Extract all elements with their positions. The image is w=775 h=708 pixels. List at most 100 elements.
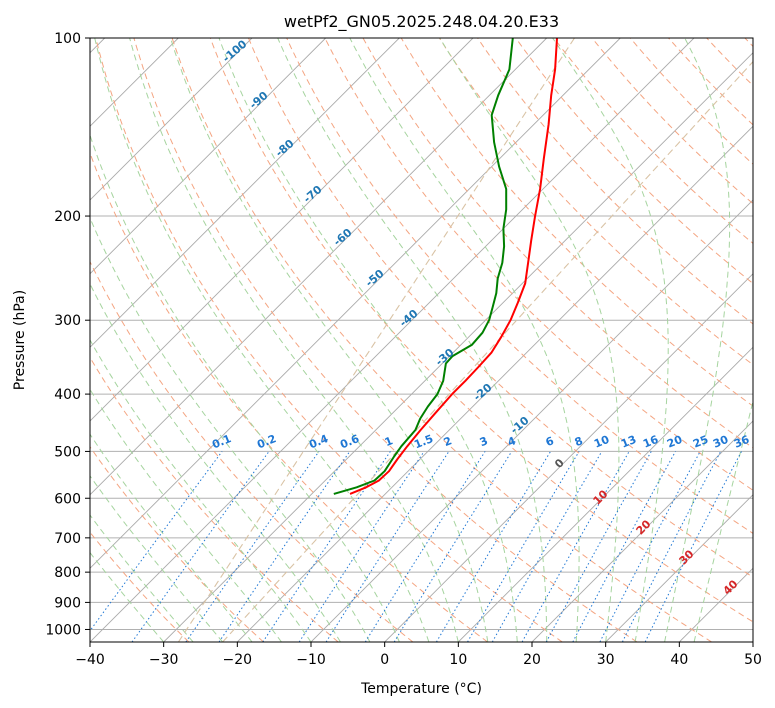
mixing-ratio-label: 10 (592, 433, 611, 451)
y-tick-label: 400 (54, 387, 81, 403)
x-tick-label: 0 (380, 652, 389, 668)
mixing-ratio-label: 6 (544, 434, 556, 449)
dry-adiabat-line (95, 38, 563, 642)
dry-adiabat-line (248, 38, 753, 578)
moist-adiabat-line (90, 133, 400, 642)
dry-adiabat-line (400, 38, 753, 407)
y-tick-label: 300 (54, 313, 81, 329)
y-tick-label: 600 (54, 491, 81, 507)
mixing-ratio-label: 1 (383, 434, 395, 449)
mixing-ratio-line (90, 451, 223, 632)
theta-e-label: -10 (508, 414, 532, 437)
surface-temp-label: 10 (591, 487, 611, 507)
mixing-ratio-label: 0.2 (255, 432, 278, 451)
mixing-ratio-line (298, 451, 425, 642)
x-axis-title: Temperature (°C) (360, 681, 482, 697)
dry-adiabat-line (171, 38, 712, 642)
dry-adiabat-line (90, 260, 414, 642)
dry-adiabat-line (553, 38, 753, 245)
isopleth-labels: -100 -90 -80-70 -60 -50 -40 -30 -20 -10 0.1 0.2 0.4… (210, 37, 751, 597)
moist-adiabat-line (90, 388, 282, 642)
mixing-ratio-line (262, 451, 391, 642)
mixing-ratio-line (467, 451, 580, 642)
theta-e-label: -60 (331, 226, 355, 249)
dry-adiabat-line (629, 38, 753, 165)
surface-temp-label: 0 (552, 456, 567, 471)
dry-adiabat-line (477, 38, 753, 325)
surface-temp-label: 30 (677, 547, 697, 567)
isotherm-line (605, 494, 753, 642)
moist-adiabat-line (693, 399, 753, 642)
surface-temp-label: 40 (721, 577, 741, 597)
dry-adiabat-line (706, 38, 753, 87)
moist-adiabat-line (218, 38, 518, 642)
series-layer (333, 38, 558, 495)
isotherm-line (384, 273, 753, 642)
mixing-ratio-label: 3 (478, 434, 490, 449)
mixing-ratio-label: 30 (711, 433, 730, 451)
saturation-curve-line (177, 38, 575, 642)
mixing-ratio-label: 8 (573, 434, 585, 449)
moist-adiabat-line (90, 433, 253, 642)
moist-adiabat-line (90, 475, 223, 642)
mixing-ratio-label: 13 (619, 433, 638, 451)
x-tick-label: 30 (597, 652, 615, 668)
mixing-ratio-line (218, 451, 351, 642)
moist-adiabat-line (664, 38, 731, 642)
dry-adiabat-line (133, 38, 638, 642)
chart-title: wetPf2_GN05.2025.248.04.20.E33 (284, 12, 559, 32)
x-tick-label: −20 (223, 652, 253, 668)
isotherm-line (90, 38, 400, 348)
isotherm-line (163, 52, 753, 642)
isotherm-line (90, 38, 474, 422)
dry-adiabat-line (90, 151, 488, 642)
background-curves (90, 38, 753, 642)
y-tick-label: 1000 (45, 622, 81, 638)
moist-adiabat-line (94, 38, 430, 642)
mixing-ratio-label: 0.1 (210, 432, 233, 451)
isotherm-line (531, 420, 753, 642)
theta-e-label: -70 (301, 183, 325, 206)
mixing-ratio-label: 36 (732, 433, 751, 451)
dry-adiabat-line (362, 38, 753, 449)
mixing-ratio-line (185, 451, 320, 642)
temperature-profile-line (349, 38, 558, 495)
moist-adiabat-line (90, 514, 194, 642)
plot-frame (89, 37, 754, 643)
mixing-ratio-line (521, 451, 630, 642)
mixing-ratio-label: 20 (665, 433, 684, 451)
grid-layer (90, 38, 753, 642)
isotherm-line (678, 567, 753, 642)
theta-e-label: -80 (273, 137, 297, 160)
y-tick-label: 700 (54, 531, 81, 547)
x-tick-label: 20 (523, 652, 541, 668)
dry-adiabat-line (209, 38, 753, 623)
theta-e-label: -40 (397, 307, 421, 330)
isotherm-line (90, 38, 695, 642)
mixing-ratio-label: 0.4 (307, 432, 330, 451)
isotherm-line (90, 38, 621, 569)
x-tick-label: 50 (744, 652, 762, 668)
mixing-ratio-line (435, 451, 552, 642)
y-tick-label: 200 (54, 209, 81, 225)
y-tick-label: 800 (54, 565, 81, 581)
y-tick-label: 500 (54, 444, 81, 460)
y-axis-ticks: 1000 900 800 700 600 500 400 300 200 100 (45, 31, 90, 638)
y-axis-title: Pressure (hPa) (12, 290, 28, 390)
moist-adiabat-line (90, 216, 371, 642)
dry-adiabat-line (286, 38, 753, 534)
isotherm-line (310, 199, 753, 642)
moist-adiabat-line (90, 338, 312, 642)
x-tick-label: −10 (296, 652, 326, 668)
dry-adiabat-line (324, 38, 753, 491)
moist-adiabat-line (277, 38, 548, 642)
isotherm-line (457, 346, 753, 642)
moist-adiabat-line (170, 38, 489, 642)
isotherm-line (90, 38, 253, 201)
moist-adiabat-line (129, 38, 459, 642)
theta-e-label: -50 (363, 267, 387, 290)
isotherm-line (90, 38, 327, 275)
dry-adiabat-line (515, 38, 753, 285)
dry-adiabat-line (90, 356, 339, 642)
